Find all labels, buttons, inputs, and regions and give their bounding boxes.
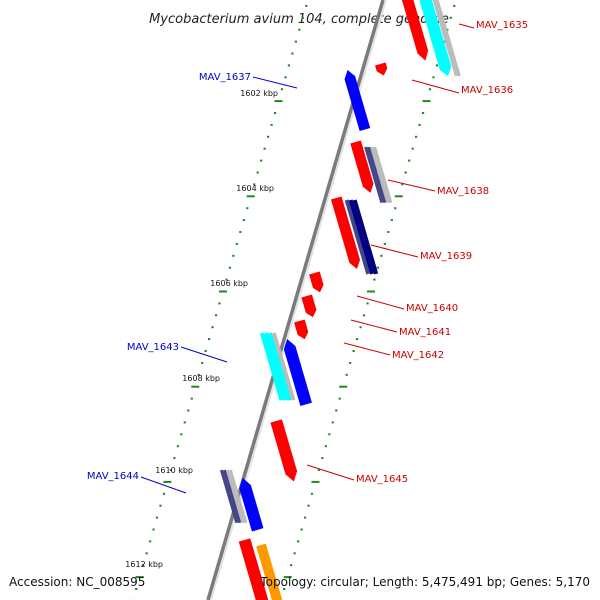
feature-mav-1643-stripe-1-body: [259, 332, 284, 401]
feature-mav-1643-stripe-3: [267, 332, 292, 401]
gene-label-mav-1639: MAV_1639: [420, 251, 472, 262]
feature-mav-1635-tail-body: [375, 62, 388, 76]
feature-bottom-orange-body: [256, 543, 285, 600]
feature-mav-1639: [330, 196, 361, 270]
gene-label-mav-1641: MAV_1641: [399, 327, 451, 338]
feature-bottom-orange: [256, 543, 285, 600]
feature-mav-1635-body: [396, 0, 429, 61]
feature-mav-1638-stripe-stripe-3: [370, 146, 390, 204]
ruler-label-5: 1610 kbp: [155, 466, 193, 475]
feature-mav-1636-edge-stripe-1: [426, 0, 458, 77]
gene-label-mav-1637-leader: [252, 76, 298, 89]
feature-mav-1644-stripe-2: [222, 469, 242, 524]
accession-text: Accession: NC_008595: [9, 575, 146, 589]
feature-mav-1638-stripe-stripe-2-body: [367, 146, 387, 204]
feature-mav-1644-stripe-3: [225, 469, 245, 524]
gene-label-mav-1642-leader: [343, 342, 391, 356]
map-title: Mycobacterium avium 104, complete genome: [149, 12, 449, 27]
feature-mav-1639-stripe-stripe-1-body: [344, 199, 371, 275]
feature-mav-1644-stripe-1-body: [219, 469, 239, 524]
feature-mav-1638-body: [350, 140, 374, 193]
feature-mav-1643-stripe-2-body: [263, 332, 288, 401]
feature-mav-1639-stripe-stripe-3-body: [352, 199, 379, 275]
gene-label-mav-1635: MAV_1635: [476, 20, 528, 31]
gene-label-mav-1639-leader: [370, 244, 419, 258]
feature-mav-1638-stripe-stripe-2: [367, 146, 387, 204]
ruler-label-3: 1606 kbp: [210, 279, 248, 288]
feature-mav-1644-stripe-1: [219, 469, 239, 524]
gene-label-mav-1637: MAV_1637: [199, 72, 251, 83]
feature-mav-1644-arrow-body: [239, 478, 264, 532]
feature-mav-1644-stripe-3-body: [225, 469, 245, 524]
feature-mav-1643-arrow: [283, 339, 312, 406]
feature-mav-1645: [270, 419, 298, 482]
feature-mav-1635-tail: [375, 62, 388, 76]
gene-label-mav-1638-leader: [387, 179, 436, 192]
feature-mav-1639-stripe-stripe-3: [352, 199, 379, 275]
ruler-label-6: 1612 kbp: [125, 560, 163, 569]
gene-features: [219, 0, 461, 600]
feature-mav-1637: [344, 70, 371, 132]
feature-bottom-red: [238, 538, 270, 600]
gene-label-mav-1641-leader: [350, 319, 398, 333]
feature-mav-1636-edge-stripe-1-body: [426, 0, 458, 77]
feature-mav-1643-stripe-3-body: [267, 332, 292, 401]
gene-label-mav-1636-leader: [411, 79, 460, 94]
feature-mav-1638-stripe-stripe-1-body: [364, 146, 384, 204]
feature-mav-1638-stripe-stripe-4-body: [373, 146, 393, 204]
gene-label-mav-1635-leader: [458, 23, 475, 29]
feature-mav-1639-stripe-stripe-2: [348, 199, 375, 275]
gene-label-mav-1638: MAV_1638: [437, 186, 489, 197]
feature-mav-1643-stripe-1: [259, 332, 284, 401]
feature-mav-1645-body: [270, 419, 298, 482]
feature-mav-1642-body: [294, 319, 309, 340]
gene-label-mav-1645: MAV_1645: [356, 474, 408, 485]
feature-mav-1638: [350, 140, 374, 193]
feature-mav-1636-edge-stripe-2-body: [429, 0, 461, 77]
gene-label-mav-1642: MAV_1642: [392, 350, 444, 361]
feature-mav-1636: [414, 0, 452, 77]
feature-bottom-red-body: [238, 538, 270, 600]
feature-mav-1639-stripe-stripe-1: [344, 199, 371, 275]
gene-label-mav-1644-leader: [140, 476, 187, 494]
gene-label-mav-1640: MAV_1640: [406, 303, 458, 314]
feature-mav-1643-stripe-2: [263, 332, 288, 401]
topology-text: Topology: circular; Length: 5,475,491 bp…: [260, 575, 590, 589]
feature-mav-1644-stripe-2-body: [222, 469, 242, 524]
feature-mav-1639-stripe-stripe-2-body: [348, 199, 375, 275]
feature-mav-1643-stripe-4: [271, 332, 296, 401]
feature-mav-1637-body: [344, 70, 371, 132]
feature-mav-1636-edge-stripe-2: [429, 0, 461, 77]
feature-mav-1639-body: [330, 196, 361, 270]
gene-label-mav-1640-leader: [356, 295, 405, 310]
feature-mav-1643-stripe-4-body: [271, 332, 296, 401]
ruler-label-2: 1604 kbp: [236, 184, 274, 193]
gene-label-mav-1644: MAV_1644: [87, 471, 139, 482]
gene-label-mav-1643: MAV_1643: [127, 342, 179, 353]
gene-labels: MAV_1635 MAV_1636 MAV_1637 MAV_1638 MAV_1639…: [87, 20, 528, 494]
feature-mav-1640: [309, 271, 324, 293]
feature-mav-1638-stripe-stripe-1: [364, 146, 384, 204]
feature-mav-1636-body: [414, 0, 452, 77]
feature-mav-1640-body: [309, 271, 324, 293]
feature-mav-1644-stripe-4-body: [228, 469, 248, 524]
ruler-labels: 1602 kbp 1604 kbp 1606 kbp 1608 kbp 1610 kbp…: [125, 89, 278, 569]
ruler-label-1: 1602 kbp: [240, 89, 278, 98]
feature-mav-1638-stripe-stripe-3-body: [370, 146, 390, 204]
feature-mav-1643-arrow-body: [283, 339, 312, 406]
ruler-ticks: [131, 4, 456, 600]
ruler-label-4: 1608 kbp: [182, 374, 220, 383]
feature-mav-1642: [294, 319, 309, 340]
feature-mav-1644-arrow: [239, 478, 264, 532]
gene-label-mav-1645-leader: [306, 464, 355, 481]
feature-mav-1644-stripe-4: [228, 469, 248, 524]
feature-mav-1635: [396, 0, 429, 61]
feature-mav-1638-stripe-stripe-4: [373, 146, 393, 204]
gene-label-mav-1643-leader: [180, 346, 228, 363]
feature-mav-1641-body: [301, 294, 317, 318]
feature-mav-1641: [301, 294, 317, 318]
gene-label-mav-1636: MAV_1636: [461, 85, 513, 96]
